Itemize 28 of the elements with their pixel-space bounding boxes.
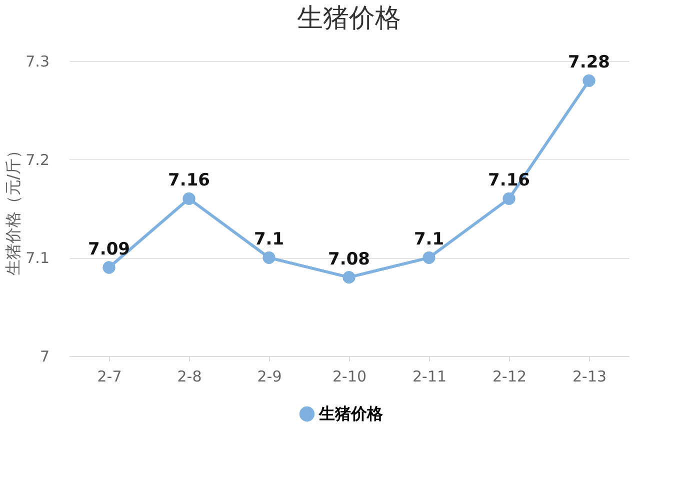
x-tick-label: 2-12 — [492, 368, 527, 386]
x-tick-label: 2-10 — [332, 368, 367, 386]
x-tick-label: 2-7 — [97, 368, 122, 386]
data-label: 7.1 — [254, 230, 284, 250]
x-tick-label: 2-13 — [572, 368, 607, 386]
point — [102, 261, 116, 274]
data-label: 7.28 — [568, 52, 610, 73]
point — [262, 251, 276, 264]
legend-label: 生猪价格 — [318, 404, 384, 423]
point — [182, 192, 196, 205]
y-tick-label: 7.1 — [26, 249, 50, 268]
y-tick-label: 7.2 — [26, 150, 50, 169]
point — [582, 74, 596, 87]
data-label: 7.09 — [88, 240, 130, 260]
y-axis-title: 生猪价格（元/斤） — [4, 142, 23, 276]
data-label: 7.16 — [168, 170, 210, 191]
point — [502, 192, 516, 205]
y-tick-label: 7.3 — [26, 52, 50, 70]
data-label: 7.16 — [488, 170, 530, 191]
data-label: 7.1 — [414, 230, 444, 250]
y-tick-label: 7 — [40, 348, 50, 366]
x-tick-label: 2-11 — [412, 368, 447, 386]
chart-title: 生猪价格 — [297, 4, 401, 34]
x-tick-label: 2-8 — [177, 368, 202, 386]
point — [422, 251, 436, 264]
point — [342, 271, 356, 284]
data-label: 7.08 — [328, 249, 370, 270]
x-tick-label: 2-9 — [257, 368, 282, 386]
